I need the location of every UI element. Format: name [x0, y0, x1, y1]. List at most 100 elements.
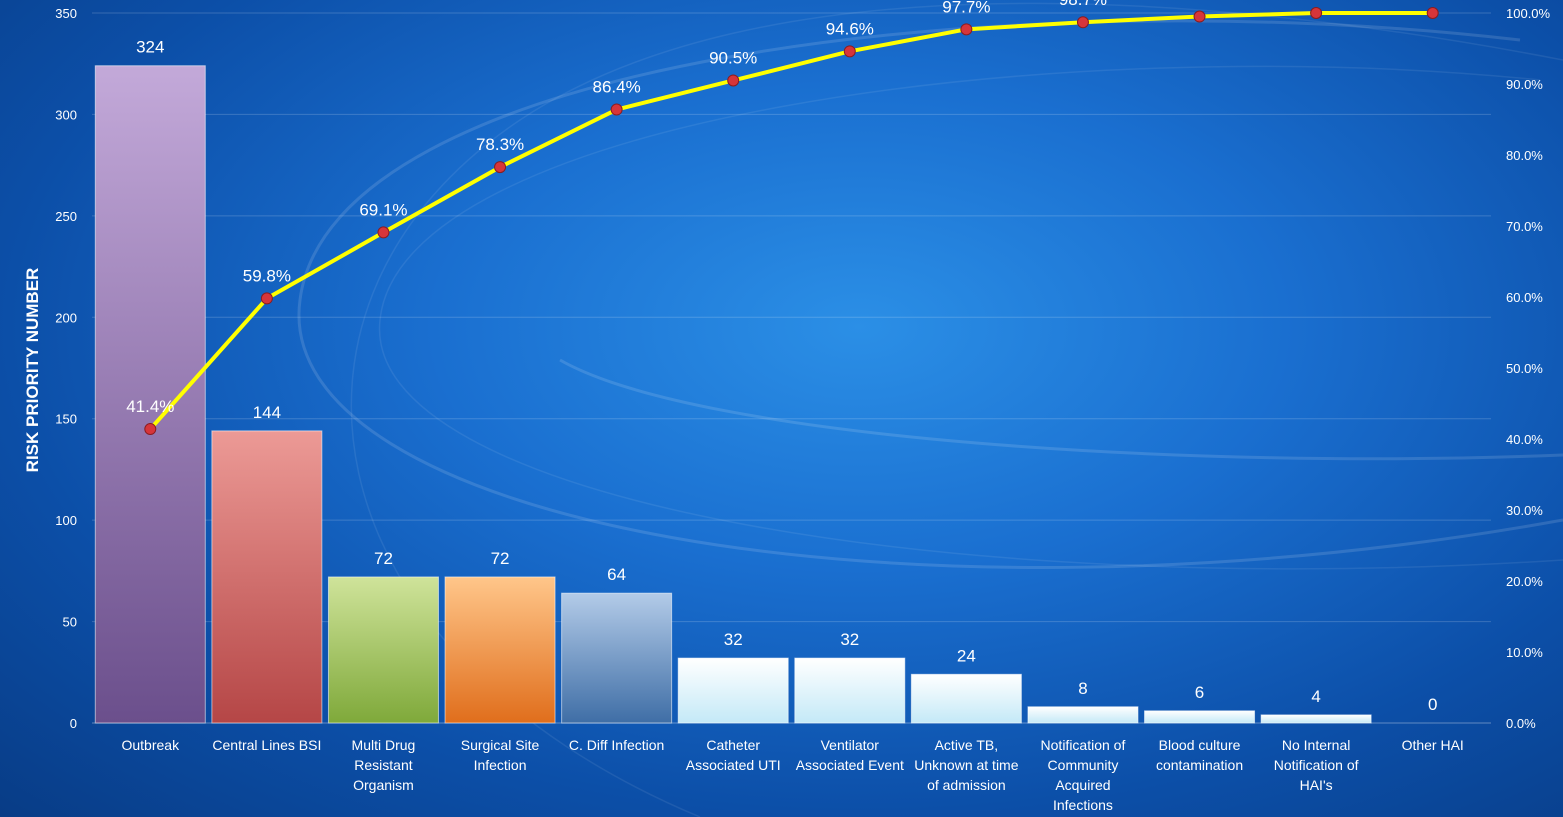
line-marker — [144, 423, 157, 436]
line-value-label: 69.1% — [359, 200, 407, 219]
bar-value-label: 64 — [607, 565, 626, 584]
line-marker — [377, 226, 390, 239]
bar-value-label: 6 — [1195, 683, 1204, 702]
bar — [794, 657, 906, 724]
category-label: Other HAI — [1402, 737, 1464, 753]
category-label: Active TB, Unknown at time of admission — [914, 737, 1018, 793]
category-label-line: Multi Drug — [352, 737, 416, 753]
bar — [910, 673, 1022, 724]
category-label-line: Community — [1048, 757, 1119, 773]
line-value-label: 97.7% — [942, 0, 990, 16]
line-value-label: 78.3% — [476, 135, 524, 154]
bar — [444, 576, 556, 724]
category-label-line: Organism — [353, 777, 414, 793]
category-label-line: Unknown at time — [914, 757, 1018, 773]
category-label: Catheter Associated UTI — [686, 737, 781, 773]
bar-value-label: 144 — [253, 403, 281, 422]
category-label: Notification of Community Acquired Infectio… — [1041, 737, 1126, 813]
category-label-line: Other HAI — [1402, 737, 1464, 753]
bar-value-label: 32 — [724, 630, 743, 649]
right-tick-label: 100.0% — [1506, 6, 1551, 21]
right-tick-label: 20.0% — [1506, 574, 1543, 589]
line-marker — [260, 292, 273, 305]
category-label-line: Active TB, — [935, 737, 999, 753]
right-tick-label: 40.0% — [1506, 432, 1543, 447]
bar-value-label: 72 — [491, 549, 510, 568]
left-tick-label: 50 — [63, 615, 77, 630]
category-label-line: Infection — [474, 757, 527, 773]
left-tick-label: 150 — [55, 412, 77, 427]
bar — [1027, 706, 1139, 724]
category-label: Outbreak — [121, 737, 180, 753]
bar-value-label: 324 — [136, 38, 164, 57]
right-tick-label: 70.0% — [1506, 219, 1543, 234]
line-marker — [610, 103, 623, 116]
left-tick-label: 250 — [55, 209, 77, 224]
bar-value-label: 8 — [1078, 679, 1087, 698]
category-label: Ventilator Associated Event — [796, 737, 904, 773]
left-axis-ticks: 0 50 100 150 200 250 300 350 — [55, 6, 77, 731]
category-label: No Internal Notification of HAI's — [1274, 737, 1359, 793]
line-marker — [1426, 7, 1439, 19]
left-tick-label: 350 — [55, 6, 77, 21]
cumulative-line — [148, 11, 1433, 431]
line-marker — [843, 45, 856, 58]
category-label-line: Catheter — [706, 737, 760, 753]
bar-value-label: 32 — [840, 630, 859, 649]
category-label: Multi Drug Resistant Organism — [352, 737, 416, 793]
bar — [677, 657, 789, 724]
left-tick-label: 0 — [70, 716, 77, 731]
bar — [1260, 714, 1372, 724]
y-axis-label: RISK PRIORITY NUMBER — [23, 268, 42, 473]
right-tick-label: 60.0% — [1506, 290, 1543, 305]
category-label-line: C. Diff Infection — [569, 737, 664, 753]
right-tick-label: 90.0% — [1506, 77, 1543, 92]
left-tick-label: 100 — [55, 513, 77, 528]
cumulative-line-series: 41.4% 59.8% 69.1% 78.3% 86.4% 90.5% 94.6% 97.7%… — [126, 0, 1439, 436]
bar — [1144, 710, 1256, 724]
category-label-line: of admission — [927, 777, 1006, 793]
category-label: Central Lines BSI — [212, 737, 321, 753]
category-label-line: Blood culture — [1159, 737, 1241, 753]
line-marker — [1310, 7, 1323, 19]
bar-value-label: 4 — [1311, 687, 1320, 706]
category-label-line: Central Lines BSI — [212, 737, 321, 753]
category-label-line: No Internal — [1282, 737, 1350, 753]
right-tick-label: 50.0% — [1506, 361, 1543, 376]
left-tick-label: 200 — [55, 310, 77, 325]
category-label: Blood culture contamination — [1156, 737, 1243, 773]
category-label-line: Ventilator — [821, 737, 880, 753]
category-label-line: Associated UTI — [686, 757, 781, 773]
category-label: Surgical Site Infection — [461, 737, 540, 773]
line-marker — [1076, 16, 1089, 29]
right-tick-label: 0.0% — [1506, 716, 1536, 731]
left-tick-label: 300 — [55, 107, 77, 122]
line-marker — [1193, 10, 1206, 23]
category-label-line: Notification of — [1041, 737, 1126, 753]
category-label-line: Infections — [1053, 797, 1113, 813]
bar-series — [94, 65, 1372, 724]
line-value-label: 59.8% — [243, 266, 291, 285]
category-label-line: Surgical Site — [461, 737, 540, 753]
bar-value-label: 24 — [957, 646, 976, 665]
line-marker — [494, 161, 507, 174]
category-label-line: contamination — [1156, 757, 1243, 773]
right-tick-label: 80.0% — [1506, 148, 1543, 163]
bar — [561, 592, 673, 724]
line-marker — [960, 23, 973, 36]
right-tick-label: 30.0% — [1506, 503, 1543, 518]
bar — [211, 430, 323, 724]
line-value-label: 41.4% — [126, 397, 174, 416]
line-marker — [727, 74, 740, 87]
category-label-line: HAI's — [1300, 777, 1333, 793]
line-value-label: 94.6% — [826, 19, 874, 38]
grid — [92, 12, 1491, 724]
category-label-line: Acquired — [1055, 777, 1110, 793]
category-label: C. Diff Infection — [569, 737, 664, 753]
right-tick-label: 10.0% — [1506, 645, 1543, 660]
bar-value-label: 0 — [1428, 695, 1437, 714]
category-label-line: Notification of — [1274, 757, 1359, 773]
line-value-label: 90.5% — [709, 48, 757, 67]
